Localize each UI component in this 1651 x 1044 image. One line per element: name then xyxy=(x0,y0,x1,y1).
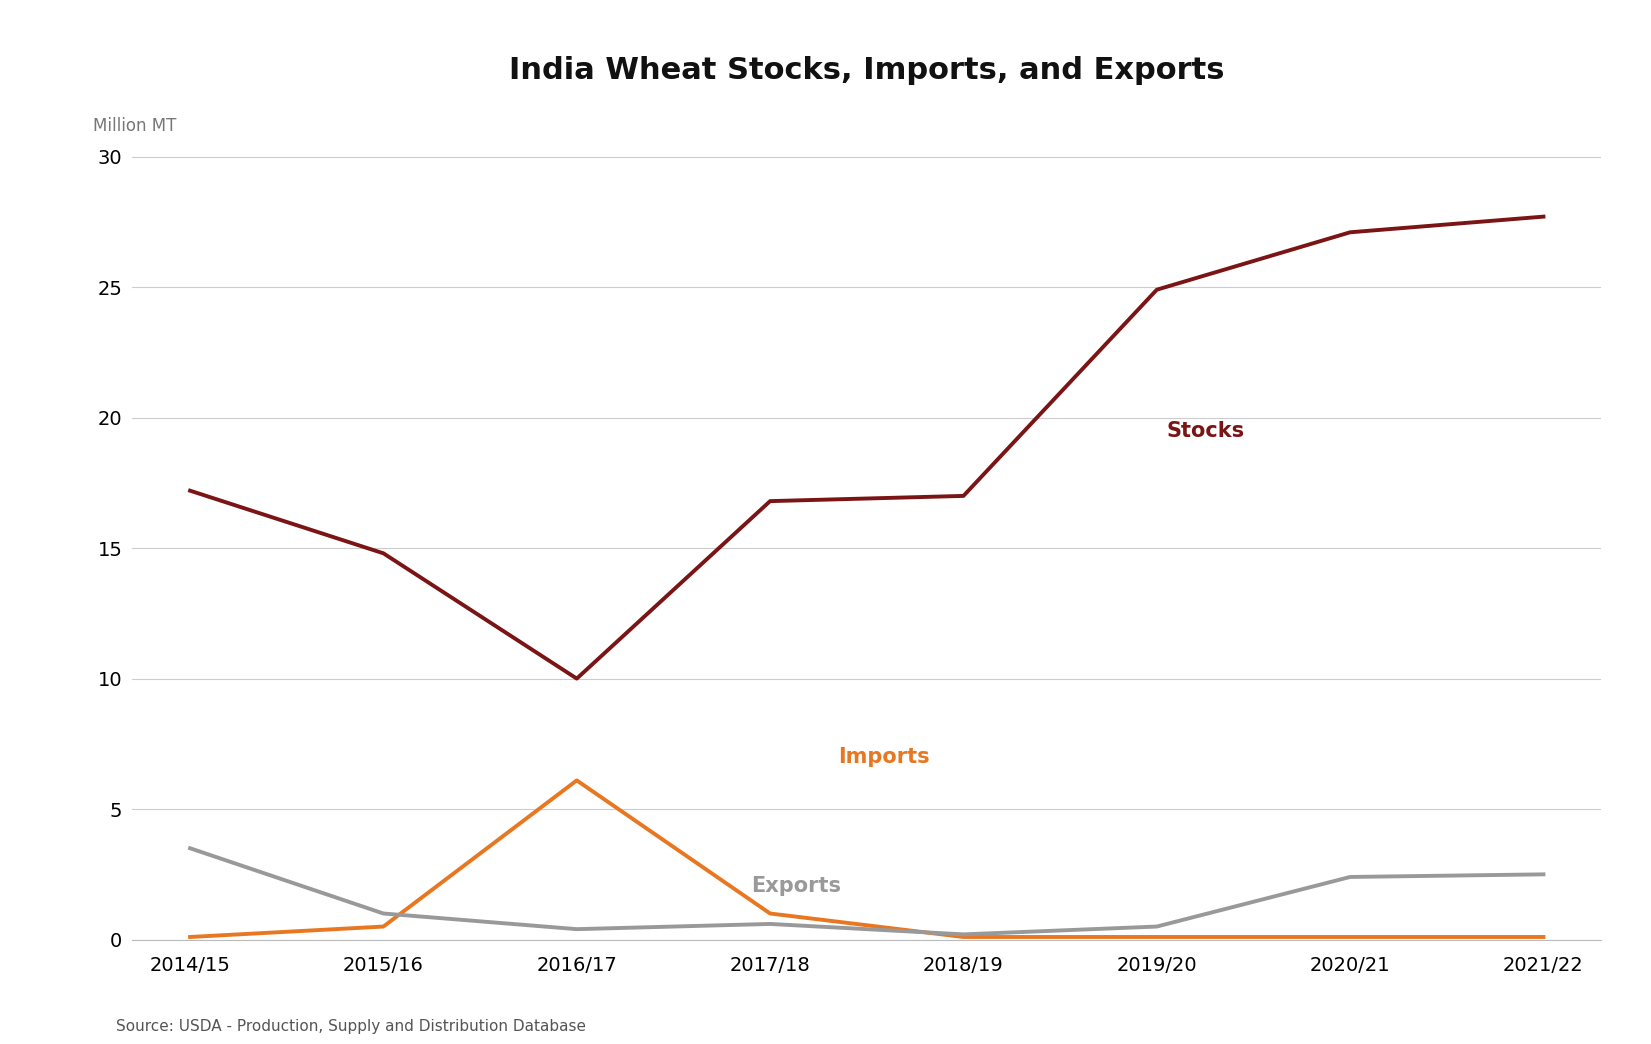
Title: India Wheat Stocks, Imports, and Exports: India Wheat Stocks, Imports, and Exports xyxy=(509,56,1225,86)
Text: Source: USDA - Production, Supply and Distribution Database: Source: USDA - Production, Supply and Di… xyxy=(116,1019,586,1034)
Text: Stocks: Stocks xyxy=(1167,421,1245,441)
Text: Exports: Exports xyxy=(751,876,840,896)
Text: Million MT: Million MT xyxy=(94,117,177,136)
Text: Imports: Imports xyxy=(837,746,930,767)
